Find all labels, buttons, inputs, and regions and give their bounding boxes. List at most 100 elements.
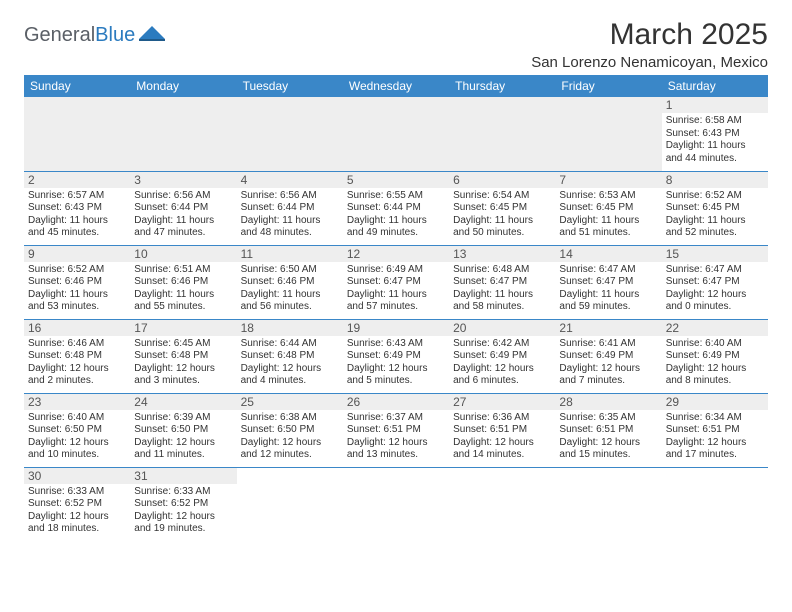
sunrise-text: Sunrise: 6:41 AM (559, 338, 657, 351)
weekday-header: Thursday (449, 75, 555, 97)
sunset-text: Sunset: 6:52 PM (28, 498, 126, 511)
calendar-cell (24, 97, 130, 171)
daylight-text: Daylight: 11 hours and 55 minutes. (134, 289, 232, 314)
sunset-text: Sunset: 6:45 PM (453, 202, 551, 215)
weekday-header-row: Sunday Monday Tuesday Wednesday Thursday… (24, 75, 768, 97)
calendar-cell: 30 Sunrise: 6:33 AMSunset: 6:52 PMDayligh… (24, 467, 130, 541)
sunrise-text: Sunrise: 6:52 AM (28, 264, 126, 277)
sunrise-text: Sunrise: 6:51 AM (134, 264, 232, 277)
logo-flag-icon (139, 26, 165, 44)
calendar-cell: 14Sunrise: 6:47 AMSunset: 6:47 PMDayligh… (555, 245, 661, 319)
day-number: 14 (555, 246, 661, 262)
day-number: 25 (237, 394, 343, 410)
day-number: 30 (24, 468, 130, 484)
sunset-text: Sunset: 6:45 PM (559, 202, 657, 215)
calendar-cell: 9Sunrise: 6:52 AMSunset: 6:46 PMDaylight… (24, 245, 130, 319)
sunrise-text: Sunrise: 6:35 AM (559, 412, 657, 425)
daylight-text: Daylight: 11 hours and 53 minutes. (28, 289, 126, 314)
logo: GeneralBlue (24, 18, 165, 47)
daylight-text: Daylight: 12 hours and 10 minutes. (28, 437, 126, 462)
sunset-text: Sunset: 6:47 PM (559, 276, 657, 289)
day-number: 19 (343, 320, 449, 336)
day-number: 2 (24, 172, 130, 188)
sunrise-text: Sunrise: 6:37 AM (347, 412, 445, 425)
daylight-text: Daylight: 12 hours and 0 minutes. (666, 289, 764, 314)
calendar-cell: 17Sunrise: 6:45 AMSunset: 6:48 PMDayligh… (130, 319, 236, 393)
calendar-cell: 24Sunrise: 6:39 AMSunset: 6:50 PMDayligh… (130, 393, 236, 467)
daylight-text: Daylight: 12 hours and 3 minutes. (134, 363, 232, 388)
sunset-text: Sunset: 6:47 PM (453, 276, 551, 289)
daylight-text: Daylight: 12 hours and 5 minutes. (347, 363, 445, 388)
sunset-text: Sunset: 6:43 PM (666, 128, 764, 141)
calendar-cell: 4Sunrise: 6:56 AMSunset: 6:44 PMDaylight… (237, 171, 343, 245)
day-number: 7 (555, 172, 661, 188)
daylight-text: Daylight: 11 hours and 51 minutes. (559, 215, 657, 240)
sunrise-text: Sunrise: 6:49 AM (347, 264, 445, 277)
calendar-cell (343, 97, 449, 171)
sunset-text: Sunset: 6:49 PM (453, 350, 551, 363)
day-number: 27 (449, 394, 555, 410)
weekday-header: Tuesday (237, 75, 343, 97)
sunrise-text: Sunrise: 6:33 AM (28, 486, 126, 499)
sunset-text: Sunset: 6:50 PM (134, 424, 232, 437)
sunrise-text: Sunrise: 6:39 AM (134, 412, 232, 425)
daylight-text: Daylight: 11 hours and 52 minutes. (666, 215, 764, 240)
day-number: 18 (237, 320, 343, 336)
daylight-text: Daylight: 12 hours and 6 minutes. (453, 363, 551, 388)
calendar-row: 1Sunrise: 6:58 AMSunset: 6:43 PMDaylight… (24, 97, 768, 171)
calendar-cell: 15Sunrise: 6:47 AMSunset: 6:47 PMDayligh… (662, 245, 768, 319)
day-number: 20 (449, 320, 555, 336)
sunset-text: Sunset: 6:47 PM (666, 276, 764, 289)
calendar-cell: 12Sunrise: 6:49 AMSunset: 6:47 PMDayligh… (343, 245, 449, 319)
day-number: 3 (130, 172, 236, 188)
sunset-text: Sunset: 6:46 PM (28, 276, 126, 289)
sunrise-text: Sunrise: 6:56 AM (134, 190, 232, 203)
daylight-text: Daylight: 12 hours and 18 minutes. (28, 511, 126, 536)
sunset-text: Sunset: 6:50 PM (241, 424, 339, 437)
sunrise-text: Sunrise: 6:46 AM (28, 338, 126, 351)
day-number: 12 (343, 246, 449, 262)
sunrise-text: Sunrise: 6:38 AM (241, 412, 339, 425)
day-number: 15 (662, 246, 768, 262)
sunrise-text: Sunrise: 6:57 AM (28, 190, 126, 203)
logo-text-1: General (24, 24, 95, 47)
calendar-cell: 3Sunrise: 6:56 AMSunset: 6:44 PMDaylight… (130, 171, 236, 245)
daylight-text: Daylight: 11 hours and 59 minutes. (559, 289, 657, 314)
calendar-cell: 2Sunrise: 6:57 AMSunset: 6:43 PMDaylight… (24, 171, 130, 245)
day-number: 22 (662, 320, 768, 336)
calendar-cell (237, 467, 343, 541)
weekday-header: Wednesday (343, 75, 449, 97)
weekday-header: Saturday (662, 75, 768, 97)
day-number: 10 (130, 246, 236, 262)
sunrise-text: Sunrise: 6:34 AM (666, 412, 764, 425)
daylight-text: Daylight: 11 hours and 50 minutes. (453, 215, 551, 240)
sunset-text: Sunset: 6:46 PM (134, 276, 232, 289)
day-number: 23 (24, 394, 130, 410)
calendar-cell: 7 Sunrise: 6:53 AMSunset: 6:45 PMDaylight… (555, 171, 661, 245)
day-number: 24 (130, 394, 236, 410)
title-block: March 2025 San Lorenzo Nenamicoyan, Mexi… (531, 18, 768, 71)
calendar-cell (130, 97, 236, 171)
sunset-text: Sunset: 6:48 PM (28, 350, 126, 363)
sunset-text: Sunset: 6:51 PM (453, 424, 551, 437)
sunrise-text: Sunrise: 6:55 AM (347, 190, 445, 203)
sunrise-text: Sunrise: 6:52 AM (666, 190, 764, 203)
sunset-text: Sunset: 6:44 PM (134, 202, 232, 215)
daylight-text: Daylight: 12 hours and 12 minutes. (241, 437, 339, 462)
sunset-text: Sunset: 6:46 PM (241, 276, 339, 289)
sunset-text: Sunset: 6:52 PM (134, 498, 232, 511)
calendar-cell: 1Sunrise: 6:58 AMSunset: 6:43 PMDaylight… (662, 97, 768, 171)
weekday-header: Friday (555, 75, 661, 97)
daylight-text: Daylight: 11 hours and 58 minutes. (453, 289, 551, 314)
daylight-text: Daylight: 12 hours and 14 minutes. (453, 437, 551, 462)
day-number: 29 (662, 394, 768, 410)
daylight-text: Daylight: 12 hours and 15 minutes. (559, 437, 657, 462)
day-number: 5 (343, 172, 449, 188)
calendar-cell: 11Sunrise: 6:50 AMSunset: 6:46 PMDayligh… (237, 245, 343, 319)
day-number: 21 (555, 320, 661, 336)
calendar-cell: 23Sunrise: 6:40 AMSunset: 6:50 PMDayligh… (24, 393, 130, 467)
sunrise-text: Sunrise: 6:53 AM (559, 190, 657, 203)
calendar-cell: 31Sunrise: 6:33 AMSunset: 6:52 PMDayligh… (130, 467, 236, 541)
daylight-text: Daylight: 11 hours and 48 minutes. (241, 215, 339, 240)
sunrise-text: Sunrise: 6:54 AM (453, 190, 551, 203)
